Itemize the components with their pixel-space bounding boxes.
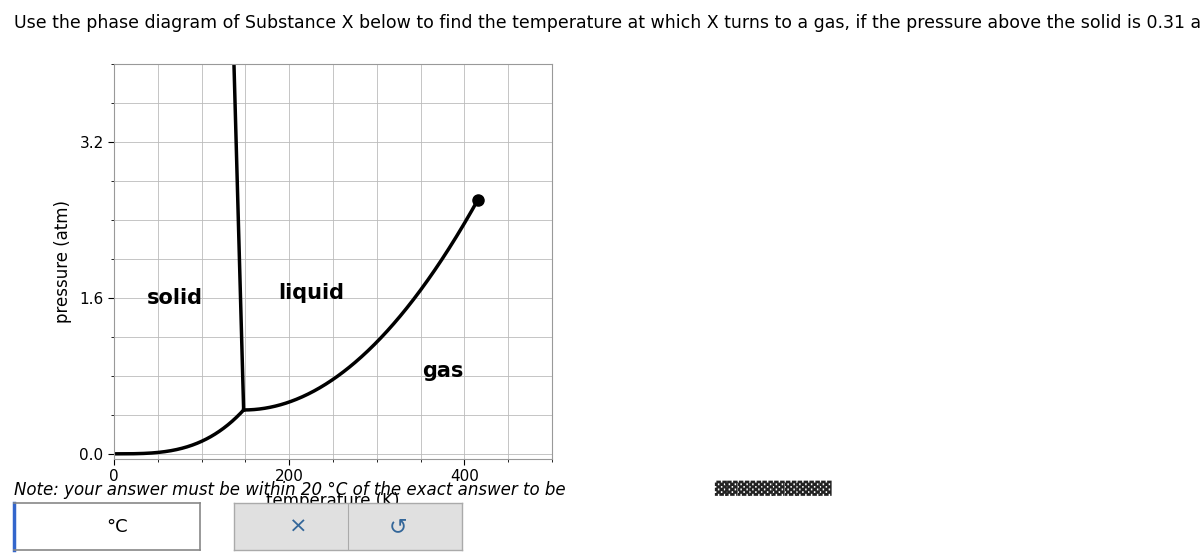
Text: ↺: ↺ [389, 517, 408, 537]
Text: Use the phase diagram of Substance X below to find the temperature at which X tu: Use the phase diagram of Substance X bel… [14, 14, 1200, 32]
Text: °C: °C [106, 518, 127, 536]
Y-axis label: pressure (atm): pressure (atm) [54, 200, 72, 323]
Text: ▓▓▓▓▓▓▓▓▓▓: ▓▓▓▓▓▓▓▓▓▓ [714, 481, 832, 496]
Text: liquid: liquid [278, 283, 344, 303]
Text: solid: solid [148, 288, 203, 308]
Text: gas: gas [422, 361, 463, 381]
Text: Note: your answer must be within 20 °C of the exact answer to be: Note: your answer must be within 20 °C o… [14, 481, 566, 499]
Text: ×: × [288, 517, 307, 537]
X-axis label: temperature (K): temperature (K) [266, 493, 400, 510]
